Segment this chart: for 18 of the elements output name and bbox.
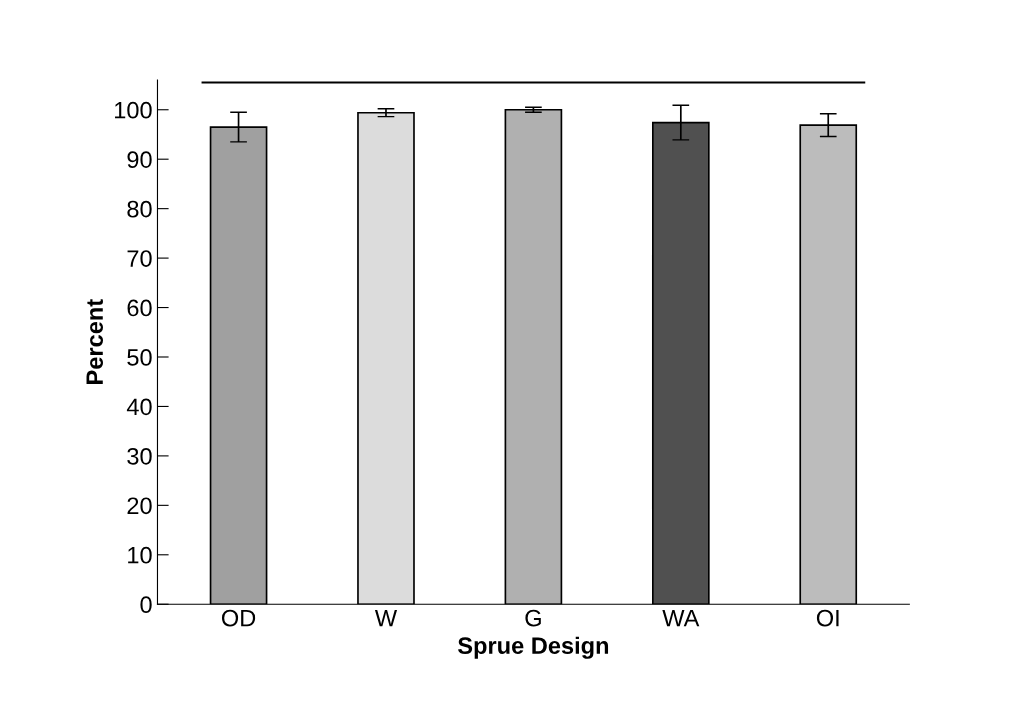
x-axis-title: Sprue Design: [457, 636, 609, 659]
y-tick-label: 70: [127, 250, 152, 267]
y-tick-label: 30: [127, 447, 152, 465]
x-tick-label: G: [525, 609, 541, 627]
y-tick-label: 90: [127, 151, 152, 168]
y-axis-title: Percent: [86, 299, 104, 384]
x-tick-label: OD: [221, 609, 256, 627]
x-tick-label: OI: [816, 609, 839, 627]
y-tick-label: 100: [115, 101, 152, 119]
x-tick-label: W: [374, 609, 398, 627]
y-tick-label: 20: [127, 497, 152, 515]
y-tick-label: 40: [126, 398, 152, 416]
x-tick-label: WA: [662, 609, 700, 627]
y-tick-label: 50: [127, 349, 152, 366]
y-tick-label: 10: [128, 546, 152, 564]
y-tick-label: 0: [140, 596, 152, 614]
y-tick-label: 60: [127, 299, 152, 317]
y-tick-label: 80: [127, 200, 152, 218]
